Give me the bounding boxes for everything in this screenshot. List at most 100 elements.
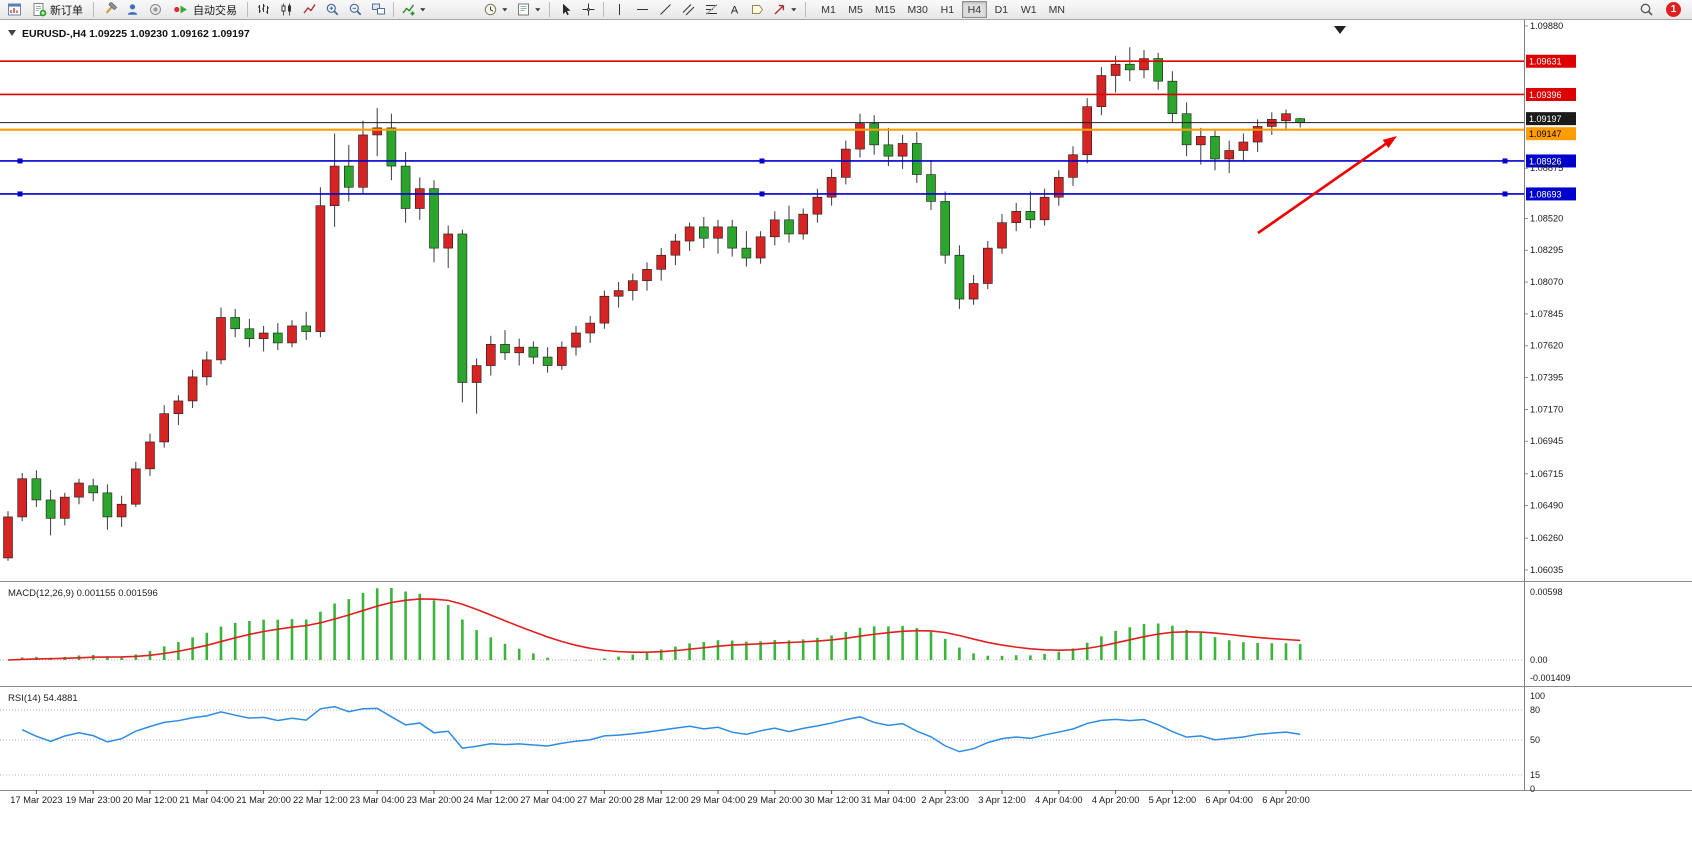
candle: [855, 123, 865, 150]
candle: [31, 478, 42, 501]
new-order-button[interactable]: 新订单: [26, 1, 89, 19]
metaeditor-button[interactable]: [98, 1, 120, 19]
vertical-line-button[interactable]: [608, 1, 630, 19]
crosshair-button[interactable]: [577, 1, 599, 19]
candle: [514, 346, 525, 354]
candle: [642, 269, 652, 281]
time-axis-label: 23 Mar 20:00: [407, 795, 462, 805]
time-axis-label: 6 Apr 20:00: [1262, 795, 1310, 805]
main-toolbar: 新订单 自动交易: [0, 0, 1692, 20]
timeframe-button-m30[interactable]: M30: [902, 1, 932, 18]
price-tag-resistance-2[interactable]: [1526, 87, 1576, 101]
text-tool-button[interactable]: A: [723, 1, 745, 19]
time-axis-label: 3 Apr 12:00: [978, 795, 1026, 805]
horizontal-line-button[interactable]: [631, 1, 653, 19]
toolbar-separator: [603, 2, 604, 17]
line-handle[interactable]: [759, 158, 765, 164]
candle: [59, 496, 70, 519]
candle: [258, 332, 269, 339]
timeframe-button-m5[interactable]: M5: [843, 1, 868, 18]
chart-menu-button[interactable]: [3, 1, 25, 19]
candle: [1224, 150, 1234, 160]
rsi-label: RSI(14) 54.4881: [8, 693, 78, 704]
line-handle[interactable]: [1502, 158, 1508, 164]
price-tag-support-2[interactable]: [1526, 187, 1576, 201]
cursor-button[interactable]: [554, 1, 576, 19]
price-axis-label: 1.08875: [1530, 163, 1563, 173]
price-tag-current-price[interactable]: [1526, 112, 1576, 126]
time-axis-label: 22 Mar 12:00: [293, 795, 348, 805]
arrow-head: [1382, 136, 1397, 149]
timeframe-button-h1[interactable]: H1: [935, 1, 960, 18]
candle: [1096, 75, 1107, 107]
macd-axis-label: 0.00: [1530, 655, 1548, 665]
trendline-button[interactable]: [654, 1, 676, 19]
candle: [968, 283, 979, 300]
arrows-button[interactable]: [769, 1, 801, 19]
timeframe-button-w1[interactable]: W1: [1016, 1, 1042, 18]
text-icon: A: [730, 5, 738, 17]
record-button[interactable]: [144, 1, 166, 19]
one-click-trading-toggle[interactable]: [8, 30, 16, 36]
candlestick-chart-button[interactable]: [275, 1, 297, 19]
price-axis[interactable]: 1.09880 1.08875 1.08520 1.08295 1.08070 1.078…: [1524, 20, 1563, 790]
candle: [500, 344, 510, 354]
timeframe-button-mn[interactable]: MN: [1044, 1, 1070, 18]
crosshair-icon: [582, 3, 594, 16]
line-handle[interactable]: [759, 191, 765, 197]
timeframe-button-m15[interactable]: M15: [870, 1, 900, 18]
macd-axis-label: 0.00598: [1530, 587, 1563, 597]
time-axis-label: 2 Apr 23:00: [921, 795, 969, 805]
candle: [1068, 154, 1078, 178]
time-axis-label: 6 Apr 04:00: [1205, 795, 1253, 805]
candle: [613, 290, 624, 297]
auto-trading-button[interactable]: 自动交易: [167, 1, 243, 19]
price-tag-support-1[interactable]: [1526, 154, 1576, 168]
fibonacci-button[interactable]: [700, 1, 722, 19]
chart-window-icon: [7, 3, 21, 16]
zoom-in-button[interactable]: [321, 1, 343, 19]
periods-button[interactable]: [480, 1, 512, 19]
chart-window: 1.09631 1.09396 1.09197 1.09147 1.08926 1.086…: [0, 20, 1692, 847]
hlines-layer: 1.09631 1.09396 1.09197 1.09147 1.08926 1.086…: [0, 54, 1576, 201]
candle: [954, 254, 965, 300]
candle: [627, 280, 638, 291]
bar-chart-button[interactable]: [252, 1, 274, 19]
chart-shift-marker: [1334, 26, 1346, 34]
line-handle[interactable]: [17, 158, 23, 164]
channel-button[interactable]: [677, 1, 699, 19]
zoom-in-icon: [326, 3, 338, 16]
indicators-button[interactable]: [398, 1, 430, 19]
price-tag-pivot-orange[interactable]: [1526, 127, 1576, 141]
line-chart-button[interactable]: [298, 1, 320, 19]
tile-windows-button[interactable]: [367, 1, 389, 19]
notification-badge[interactable]: 1: [1666, 2, 1681, 17]
price-tag-resistance-1[interactable]: [1526, 54, 1576, 68]
timeframe-button-h4[interactable]: H4: [961, 1, 987, 18]
search-button[interactable]: [1636, 1, 1658, 19]
price-axis-label: 1.07620: [1530, 341, 1563, 351]
timeframe-button-d1[interactable]: D1: [989, 1, 1014, 18]
templates-button[interactable]: [513, 1, 545, 19]
candle: [982, 247, 993, 284]
label-tool-button[interactable]: [746, 1, 768, 19]
macd-axis-label: -0.001409: [1530, 673, 1571, 683]
rsi-line: [21, 705, 1301, 753]
candle: [202, 359, 212, 378]
time-axis[interactable]: 17 Mar 2023 19 Mar 23:00 20 Mar 12:00 21 Ma…: [10, 790, 1310, 805]
time-axis-label: 27 Mar 20:00: [577, 795, 632, 805]
toolbar-separator: [247, 2, 248, 17]
candle: [145, 441, 155, 470]
auto-trading-label: 自动交易: [193, 4, 237, 17]
zoom-out-button[interactable]: [344, 1, 366, 19]
timeframe-button-m1[interactable]: M1: [816, 1, 841, 18]
community-button[interactable]: [121, 1, 143, 19]
trend-arrow-annotation[interactable]: [1257, 136, 1397, 235]
candle: [287, 325, 297, 344]
candle: [372, 127, 383, 136]
toolbar-separator: [805, 2, 806, 17]
line-handle[interactable]: [1502, 191, 1508, 197]
macd-panel: MACD(12,26,9) 0.001155 0.001596 0.00598 0.…: [0, 587, 1571, 683]
chart-canvas[interactable]: 1.09631 1.09396 1.09197 1.09147 1.08926 1.086…: [0, 20, 1692, 847]
line-handle[interactable]: [17, 191, 23, 197]
